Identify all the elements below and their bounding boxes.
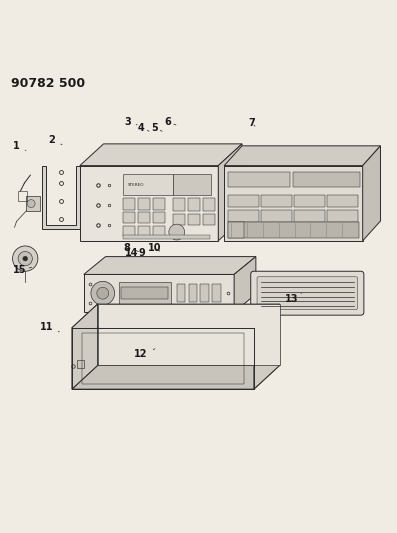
Text: 4: 4: [138, 123, 149, 133]
FancyBboxPatch shape: [228, 172, 291, 188]
FancyBboxPatch shape: [257, 277, 358, 310]
FancyBboxPatch shape: [261, 211, 292, 222]
Text: 7: 7: [249, 118, 255, 128]
FancyBboxPatch shape: [228, 222, 244, 238]
FancyBboxPatch shape: [77, 360, 84, 368]
Circle shape: [13, 246, 38, 271]
FancyBboxPatch shape: [203, 198, 215, 211]
Polygon shape: [224, 166, 363, 241]
Polygon shape: [218, 144, 242, 241]
FancyBboxPatch shape: [173, 174, 211, 195]
Polygon shape: [224, 146, 380, 166]
FancyBboxPatch shape: [123, 174, 173, 195]
FancyBboxPatch shape: [294, 211, 325, 222]
FancyBboxPatch shape: [228, 195, 259, 207]
FancyBboxPatch shape: [121, 287, 168, 300]
FancyBboxPatch shape: [188, 214, 200, 225]
Text: 10: 10: [147, 243, 161, 253]
FancyBboxPatch shape: [327, 195, 358, 207]
Text: 11: 11: [39, 321, 59, 332]
Polygon shape: [254, 304, 279, 389]
FancyBboxPatch shape: [228, 211, 259, 222]
Polygon shape: [363, 146, 380, 241]
Text: 3: 3: [124, 117, 137, 127]
FancyBboxPatch shape: [251, 271, 364, 315]
Text: 1: 1: [13, 141, 26, 151]
Polygon shape: [72, 304, 98, 389]
FancyBboxPatch shape: [153, 198, 165, 210]
FancyBboxPatch shape: [119, 282, 171, 305]
Text: 2: 2: [49, 135, 62, 145]
Circle shape: [169, 224, 185, 240]
FancyBboxPatch shape: [139, 198, 150, 210]
Text: 15: 15: [13, 265, 31, 276]
FancyBboxPatch shape: [189, 284, 197, 302]
Polygon shape: [42, 166, 80, 229]
Circle shape: [97, 287, 109, 299]
Polygon shape: [80, 144, 242, 166]
Text: 8: 8: [124, 243, 139, 253]
Text: 14: 14: [125, 248, 141, 257]
FancyBboxPatch shape: [327, 211, 358, 222]
FancyBboxPatch shape: [123, 212, 135, 223]
Polygon shape: [84, 274, 234, 312]
FancyBboxPatch shape: [139, 212, 150, 223]
Text: STEREO: STEREO: [127, 183, 144, 188]
FancyBboxPatch shape: [203, 214, 215, 225]
Polygon shape: [72, 304, 279, 328]
FancyBboxPatch shape: [123, 235, 210, 239]
FancyBboxPatch shape: [173, 214, 185, 225]
FancyBboxPatch shape: [228, 222, 359, 238]
Text: 90782 500: 90782 500: [11, 77, 85, 91]
FancyBboxPatch shape: [200, 284, 209, 302]
Circle shape: [23, 256, 28, 261]
FancyBboxPatch shape: [153, 212, 165, 223]
FancyBboxPatch shape: [293, 172, 360, 188]
Circle shape: [91, 281, 115, 305]
FancyBboxPatch shape: [27, 197, 40, 211]
FancyBboxPatch shape: [294, 195, 325, 207]
FancyBboxPatch shape: [173, 198, 185, 211]
Text: 12: 12: [135, 349, 155, 359]
FancyBboxPatch shape: [212, 284, 221, 302]
FancyBboxPatch shape: [119, 306, 228, 310]
FancyBboxPatch shape: [139, 226, 150, 236]
FancyBboxPatch shape: [123, 226, 135, 236]
Circle shape: [18, 252, 32, 266]
Text: 5: 5: [151, 123, 162, 133]
FancyBboxPatch shape: [123, 198, 135, 210]
Polygon shape: [80, 166, 218, 241]
FancyBboxPatch shape: [261, 195, 292, 207]
Text: 9: 9: [139, 248, 151, 257]
Text: 13: 13: [285, 293, 301, 304]
Polygon shape: [72, 366, 279, 389]
Polygon shape: [234, 256, 256, 312]
FancyBboxPatch shape: [188, 198, 200, 211]
FancyBboxPatch shape: [177, 284, 185, 302]
Polygon shape: [84, 256, 256, 274]
Text: 6: 6: [164, 117, 176, 127]
FancyBboxPatch shape: [153, 226, 165, 236]
Circle shape: [27, 200, 35, 207]
Polygon shape: [98, 304, 279, 366]
